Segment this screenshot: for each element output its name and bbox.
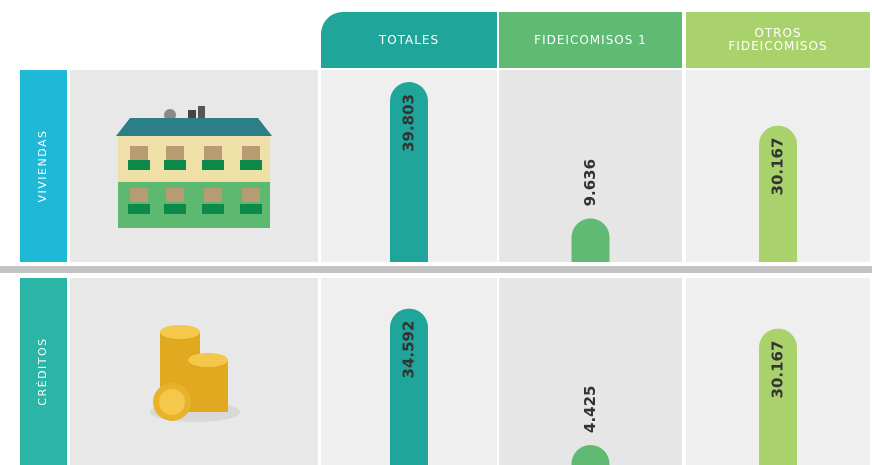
bar [571, 218, 610, 262]
separator [0, 266, 872, 273]
bar [571, 444, 610, 465]
value-label: 34.592 [400, 321, 418, 379]
column-header: OTROS FIDEICOMISOS [686, 12, 870, 68]
building-icon [116, 106, 272, 228]
cell [499, 278, 682, 465]
column-header: TOTALES [321, 12, 497, 68]
row-label-strip [20, 278, 67, 465]
value-label: 30.167 [769, 341, 787, 399]
value-label: 39.803 [400, 94, 418, 152]
header-text: FIDEICOMISOS 1 [534, 32, 647, 47]
header-text: TOTALES [378, 32, 440, 47]
coins-icon [150, 325, 240, 422]
bar [390, 82, 428, 262]
column-header: FIDEICOMISOS 1 [499, 12, 682, 68]
row-label: VIVIENDAS [36, 129, 49, 202]
bar [759, 125, 797, 262]
header-text: OTROS FIDEICOMISOS [728, 26, 828, 53]
value-label: 4.425 [581, 386, 599, 433]
value-label: 30.167 [769, 138, 787, 196]
value-label: 9.636 [581, 159, 599, 206]
row-label: CRÉDITOS [36, 337, 49, 405]
bar [390, 308, 428, 465]
bar [759, 328, 797, 465]
row-label-strip [20, 70, 67, 262]
